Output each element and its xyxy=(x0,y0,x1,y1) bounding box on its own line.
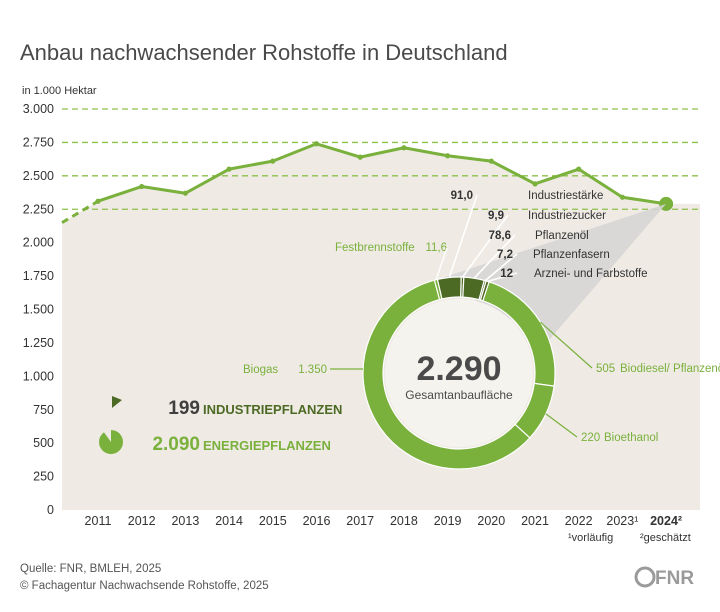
slice-value: 11,6 xyxy=(425,242,447,254)
data-point xyxy=(488,158,494,164)
x-tick-label: 2021 xyxy=(521,514,549,528)
slice-value: 9,9 xyxy=(488,210,504,222)
x-tick-label: 2011 xyxy=(85,514,112,528)
leader-line xyxy=(448,194,478,278)
y-tick-label: 1.000 xyxy=(23,369,54,383)
data-point xyxy=(313,141,320,147)
x-tick-label: 2013 xyxy=(171,514,199,528)
legend-icon-industrie xyxy=(112,396,122,408)
slice-label: Industriestärke xyxy=(528,190,603,202)
data-point xyxy=(357,154,363,160)
y-tick-label: 2.750 xyxy=(23,135,54,149)
x-tick-label: 2014 xyxy=(215,514,243,528)
y-tick-label: 1.250 xyxy=(23,336,54,350)
series-line xyxy=(97,142,667,206)
line-segment-dashed xyxy=(61,199,99,224)
data-point xyxy=(95,198,101,204)
slice-label: Industriezucker xyxy=(528,210,606,222)
slice-value: 220 xyxy=(581,432,600,444)
x-tick-label: 2018 xyxy=(390,514,418,528)
unit-label: in 1.000 Hektar xyxy=(22,85,97,97)
slice-value: 91,0 xyxy=(451,190,473,202)
chart-title: Anbau nachwachsender Rohstoffe in Deutsc… xyxy=(20,40,508,65)
data-point xyxy=(576,166,582,172)
fnr-logo-icon xyxy=(634,566,656,588)
donut-ring xyxy=(362,276,556,470)
y-tick-label: 1.750 xyxy=(23,269,54,283)
x-tick-label: 2024² xyxy=(650,514,682,528)
legend-value: 199 xyxy=(168,398,200,419)
slice-label: Pflanzenöl xyxy=(535,230,589,242)
slice-value: 1.350 xyxy=(298,364,327,376)
data-point xyxy=(139,183,145,190)
x-tick-label: 2023¹ xyxy=(606,514,638,528)
fnr-logo-text: FNR xyxy=(655,568,694,589)
footnote-geschaetzt: ²geschätzt xyxy=(640,532,691,544)
copyright-text: © Fachagentur Nachwachsende Rohstoffe, 2… xyxy=(20,580,269,592)
data-point xyxy=(401,145,407,151)
legend-value: 2.090 xyxy=(152,434,200,455)
slice-label: Festbrennstoffe xyxy=(335,242,415,254)
donut-center-fill xyxy=(385,299,533,447)
x-tick-label: 2020 xyxy=(477,514,505,528)
x-tick-label: 2017 xyxy=(346,514,374,528)
slice-label: Biodiesel/ Pflanzenöl xyxy=(620,363,720,375)
legend-label: ENERGIEPFLANZEN xyxy=(203,438,331,453)
slice-label: Biogas xyxy=(243,364,278,376)
data-point xyxy=(619,194,626,200)
footnote-vorlaeufig: ¹vorläufig xyxy=(568,532,613,544)
leader-line xyxy=(484,253,518,282)
data-point xyxy=(532,181,538,187)
leader-line xyxy=(461,214,509,278)
slice-value: 12 xyxy=(500,268,513,280)
data-point xyxy=(226,166,232,172)
data-point xyxy=(270,158,276,164)
gridline-layer xyxy=(62,108,700,210)
x-axis: 2011 2012 2013 2014 2015 2016 2017 2018 2019 2020… xyxy=(85,514,683,528)
leader-line xyxy=(487,272,518,283)
leader-line xyxy=(473,234,516,279)
slice-label: Pflanzenfasern xyxy=(533,249,610,261)
donut-slice-7 xyxy=(362,279,531,470)
source-text: Quelle: FNR, BMLEH, 2025 xyxy=(20,563,161,575)
leader-line xyxy=(545,413,578,438)
legend: 199 INDUSTRIEPFLANZEN 2.090 ENERGIEPFLANZEN xyxy=(99,396,342,455)
slice-value: 7,2 xyxy=(497,249,513,261)
x-tick-label: 2019 xyxy=(434,514,462,528)
y-tick-label: 1.500 xyxy=(23,303,54,317)
donut-total-value: 2.290 xyxy=(416,350,501,388)
y-tick-label: 2.250 xyxy=(23,202,54,216)
fnr-logo: FNR xyxy=(634,566,694,589)
legend-label: INDUSTRIEPFLANZEN xyxy=(203,402,342,417)
y-tick-label: 3.000 xyxy=(23,102,54,116)
slice-value: 78,6 xyxy=(489,230,511,242)
donut-slice-8 xyxy=(433,278,443,301)
y-tick-label: 2.500 xyxy=(23,169,54,183)
data-point xyxy=(445,153,451,159)
leader-line xyxy=(435,247,448,281)
y-tick-label: 0 xyxy=(47,503,54,517)
leader-line xyxy=(540,321,593,369)
slice-label: Bioethanol xyxy=(604,432,658,444)
donut-labels: 91,0 Industriestärke 9,9 Industriezucker 78,… xyxy=(243,190,720,444)
y-axis: 0 250 500 750 1.000 1.250 1.500 1.750 2.000 2.250… xyxy=(23,102,54,517)
data-point xyxy=(182,190,188,196)
donut-total-label: Gesamtanbaufläche xyxy=(405,388,513,402)
y-tick-label: 500 xyxy=(33,436,54,450)
slice-label: Arznei- und Farbstoffe xyxy=(534,268,648,280)
y-tick-label: 2.000 xyxy=(23,236,54,250)
legend-icon-energie xyxy=(99,430,124,455)
y-tick-label: 750 xyxy=(33,403,54,417)
y-tick-label: 250 xyxy=(33,470,54,484)
slice-value: 505 xyxy=(596,363,615,375)
x-tick-label: 2015 xyxy=(259,514,287,528)
x-tick-label: 2022 xyxy=(565,514,593,528)
x-tick-label: 2012 xyxy=(128,514,156,528)
x-tick-label: 2016 xyxy=(303,514,331,528)
